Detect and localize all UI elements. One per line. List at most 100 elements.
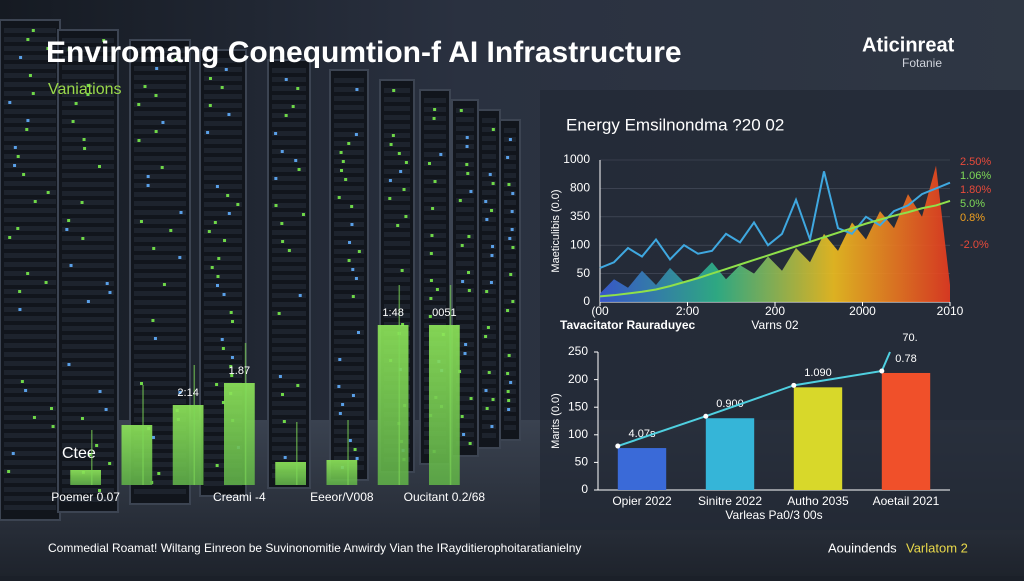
led bbox=[510, 210, 514, 213]
rack-slot bbox=[384, 88, 410, 93]
rack-slot bbox=[424, 134, 446, 139]
rack-slot bbox=[134, 138, 186, 143]
rack-slot bbox=[384, 277, 410, 282]
rack-slot bbox=[272, 347, 306, 352]
led bbox=[69, 264, 73, 267]
annotation: 0.900 bbox=[716, 398, 744, 410]
led bbox=[31, 29, 35, 32]
rack-slot bbox=[272, 86, 306, 91]
rack-slot bbox=[384, 169, 410, 174]
bar bbox=[617, 448, 667, 490]
x-tick-label: Poemer 0.07 bbox=[51, 490, 120, 504]
rack-slot bbox=[456, 252, 474, 257]
rack-slot bbox=[204, 229, 242, 234]
led bbox=[153, 337, 157, 340]
rack-slot bbox=[384, 178, 410, 183]
rack-slot bbox=[456, 315, 474, 320]
rack-slot bbox=[424, 233, 446, 238]
rack-slot bbox=[272, 104, 306, 109]
rack-slot bbox=[424, 170, 446, 175]
footer-note: Commedial Roamat! Wiltang Einreon be Suv… bbox=[48, 541, 581, 555]
led bbox=[484, 200, 488, 203]
rack-slot bbox=[504, 218, 516, 223]
led bbox=[392, 89, 396, 92]
rack-slot bbox=[482, 388, 496, 393]
rack-slot bbox=[384, 232, 410, 237]
rack-slot bbox=[4, 109, 56, 114]
rack-slot bbox=[62, 254, 114, 259]
rack-slot bbox=[4, 424, 56, 429]
rack-slot bbox=[482, 145, 496, 150]
rack-slot bbox=[384, 187, 410, 192]
line bbox=[599, 199, 951, 298]
led bbox=[347, 142, 351, 145]
bar bbox=[275, 462, 306, 485]
rack-slot bbox=[482, 199, 496, 204]
rack-slot bbox=[334, 339, 364, 344]
rack-slot bbox=[62, 389, 114, 394]
led bbox=[356, 331, 360, 334]
rack-slot bbox=[334, 78, 364, 83]
rack-slot bbox=[456, 144, 474, 149]
rack-slot bbox=[456, 180, 474, 185]
rack-slot bbox=[424, 98, 446, 103]
rack-slot bbox=[482, 361, 496, 366]
rack-slot bbox=[456, 171, 474, 176]
rack-slot bbox=[204, 175, 242, 180]
y-tick-label: 50 bbox=[575, 455, 589, 469]
led bbox=[465, 136, 469, 139]
rack-slot bbox=[504, 155, 516, 160]
rack-slot bbox=[4, 397, 56, 402]
rack-slot bbox=[4, 235, 56, 240]
rack-slot bbox=[204, 463, 242, 468]
rack-slot bbox=[504, 209, 516, 214]
rack-slot bbox=[204, 103, 242, 108]
rack-slot bbox=[134, 156, 186, 161]
rack-slot bbox=[334, 303, 364, 308]
led bbox=[351, 394, 355, 397]
footer-version: Varlatom 2 bbox=[906, 540, 968, 555]
title: Enviromang Conequmtion-f AI Infrastructu… bbox=[46, 36, 682, 69]
led bbox=[347, 259, 351, 262]
rack-slot bbox=[456, 306, 474, 311]
trend-point bbox=[615, 443, 621, 449]
annotation: 0.78 bbox=[895, 353, 916, 365]
rack-slot bbox=[456, 234, 474, 239]
rack-slot bbox=[134, 273, 186, 278]
led bbox=[282, 420, 286, 423]
led bbox=[506, 156, 510, 159]
rack-slot bbox=[4, 91, 56, 96]
rack-slot bbox=[134, 165, 186, 170]
rack-slot bbox=[134, 75, 186, 80]
led bbox=[178, 256, 182, 259]
rack-slot bbox=[204, 220, 242, 225]
rack-slot bbox=[62, 380, 114, 385]
rack-slot bbox=[134, 57, 186, 62]
led bbox=[486, 326, 490, 329]
rack-slot bbox=[204, 76, 242, 81]
rack-slot bbox=[62, 398, 114, 403]
rack-slot bbox=[272, 122, 306, 127]
rack-slot bbox=[4, 253, 56, 258]
x-tick-label: Autho 2035 bbox=[787, 494, 849, 508]
led bbox=[8, 101, 12, 104]
led bbox=[137, 139, 141, 142]
x-tick-label: Sinitre 2022 bbox=[698, 494, 762, 508]
led bbox=[460, 244, 464, 247]
rack-slot bbox=[134, 489, 186, 494]
rack-slot bbox=[482, 244, 496, 249]
rack-slot bbox=[62, 155, 114, 160]
rack-slot bbox=[272, 230, 306, 235]
x-tick-label: Opier 2022 bbox=[612, 494, 672, 508]
led bbox=[461, 280, 465, 283]
bar bbox=[377, 325, 409, 485]
rack-slot bbox=[4, 487, 56, 492]
led bbox=[95, 444, 99, 447]
rack-slot bbox=[62, 344, 114, 349]
led bbox=[146, 184, 150, 187]
annotation: 5.0% bbox=[960, 198, 985, 210]
led bbox=[506, 372, 510, 375]
led bbox=[230, 374, 234, 377]
led bbox=[8, 236, 12, 239]
rack-slot bbox=[62, 47, 114, 52]
